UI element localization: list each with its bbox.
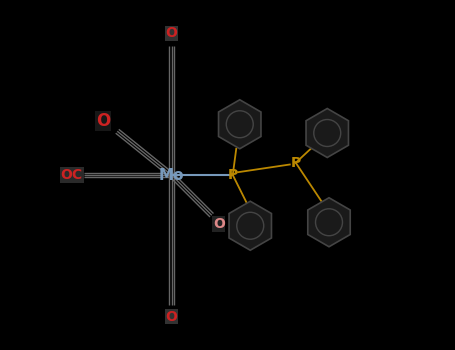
- Text: O: O: [166, 310, 177, 324]
- Text: O: O: [213, 217, 225, 231]
- Polygon shape: [218, 100, 261, 149]
- Text: Mo: Mo: [159, 168, 184, 182]
- Polygon shape: [306, 108, 349, 158]
- Polygon shape: [229, 201, 272, 250]
- Text: OC: OC: [61, 168, 83, 182]
- Text: P: P: [291, 156, 301, 170]
- Text: O: O: [166, 26, 177, 40]
- Text: P: P: [228, 168, 238, 182]
- Polygon shape: [308, 198, 350, 247]
- Text: O: O: [96, 112, 111, 130]
